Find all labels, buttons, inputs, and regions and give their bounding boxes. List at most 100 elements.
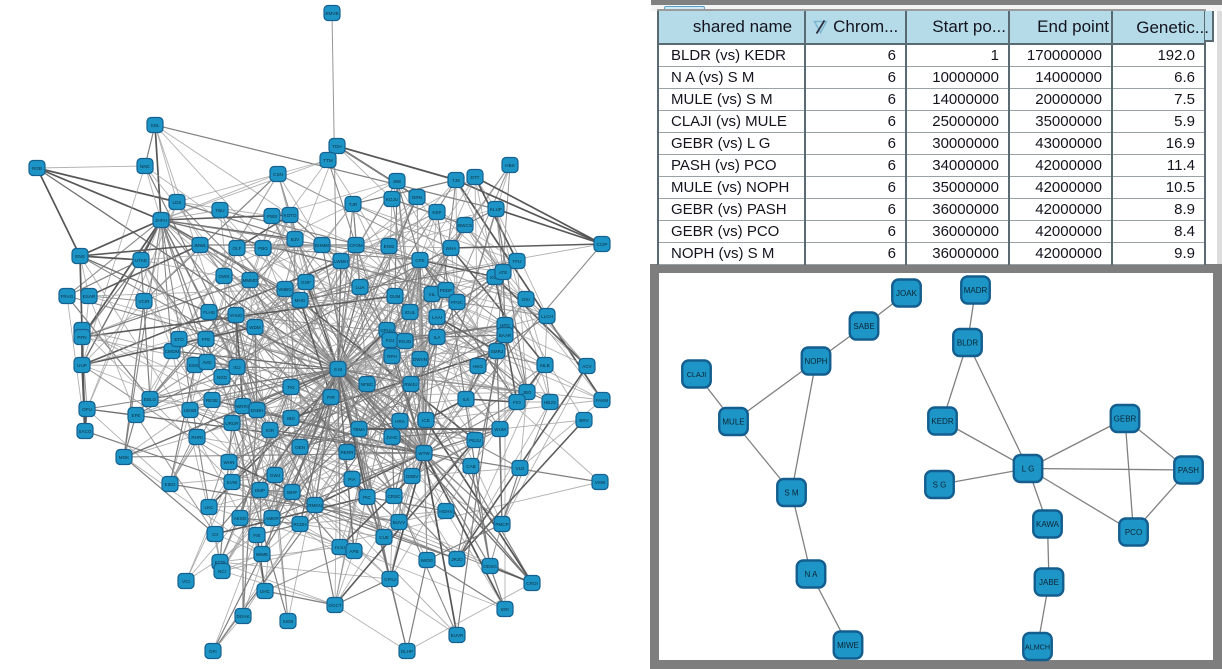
svg-text:AVD: AVD <box>202 360 212 365</box>
svg-text:APB: APB <box>349 549 358 554</box>
svg-text:NGG: NGG <box>217 375 228 380</box>
svg-text:PASH: PASH <box>1178 466 1199 475</box>
svg-text:NOPH: NOPH <box>804 357 827 366</box>
svg-text:NFBC: NFBC <box>361 382 374 387</box>
svg-text:BUVV: BUVV <box>393 520 406 525</box>
svg-text:SACO: SACO <box>78 429 91 434</box>
svg-text:BLDR: BLDR <box>957 338 979 347</box>
svg-text:CFOM: CFOM <box>349 243 363 248</box>
svg-text:MOK: MOK <box>119 455 130 460</box>
svg-text:WHF: WHF <box>287 490 298 495</box>
svg-text:FLHS: FLHS <box>203 310 215 315</box>
svg-text:LKC: LKC <box>205 505 215 510</box>
svg-text:BAAR: BAAR <box>499 333 512 338</box>
svg-text:CSN: CSN <box>273 172 283 177</box>
svg-text:CROI: CROI <box>526 581 537 586</box>
svg-text:PPJC: PPJC <box>451 300 463 305</box>
svg-text:UDSB: UDSB <box>184 408 197 413</box>
svg-text:LAAI: LAAI <box>432 315 442 320</box>
svg-text:FGJ: FGJ <box>386 338 395 343</box>
svg-text:RGJO: RGJO <box>399 339 412 344</box>
svg-text:CPAJ: CPAJ <box>384 577 395 582</box>
svg-text:ALMCH: ALMCH <box>1025 642 1050 651</box>
svg-text:ESSE: ESSE <box>189 363 201 368</box>
svg-text:WRRS: WRRS <box>236 404 250 409</box>
svg-text:TTM: TTM <box>323 158 333 163</box>
svg-text:EHMM: EHMM <box>315 243 329 248</box>
svg-text:RPH: RPH <box>387 354 397 359</box>
svg-text:LUA: LUA <box>356 285 366 290</box>
svg-text:ICE: ICE <box>422 418 430 423</box>
svg-text:HBS: HBS <box>505 163 514 168</box>
svg-text:CLAJI: CLAJI <box>687 370 707 379</box>
svg-text:WUM: WUM <box>494 427 506 432</box>
svg-text:DWVN: DWVN <box>413 357 427 362</box>
svg-text:IOR: IOR <box>266 428 275 433</box>
svg-text:RERR: RERR <box>340 450 354 455</box>
svg-text:URUR: URUR <box>225 421 239 426</box>
svg-text:RESE: RESE <box>206 398 219 403</box>
svg-text:IUEB: IUEB <box>283 619 294 624</box>
svg-text:L G: L G <box>1022 464 1035 473</box>
svg-text:KAWA: KAWA <box>1036 520 1060 529</box>
svg-text:CMOM: CMOM <box>165 349 180 354</box>
svg-text:PIA: PIA <box>348 477 356 482</box>
svg-text:LWMH: LWMH <box>334 259 348 264</box>
svg-text:HPG: HPG <box>500 323 510 328</box>
svg-text:GGCT: GGCT <box>328 603 341 608</box>
svg-text:ENS: ENS <box>75 254 84 259</box>
svg-text:ESAR: ESAR <box>83 294 96 299</box>
svg-text:S G: S G <box>933 480 947 489</box>
svg-text:EUVR: EUVR <box>451 633 464 638</box>
svg-text:EFE: EFE <box>132 413 141 418</box>
svg-text:CRSC: CRSC <box>387 494 401 499</box>
svg-text:EBLO: EBLO <box>144 397 157 402</box>
svg-text:OEN: OEN <box>295 445 305 450</box>
svg-text:TJR: TJR <box>349 202 358 207</box>
svg-text:TBMA: TBMA <box>353 427 367 432</box>
svg-text:CUE: CUE <box>379 535 389 540</box>
svg-text:JMWL: JMWL <box>193 243 206 248</box>
svg-text:JABE: JABE <box>1039 578 1059 587</box>
svg-text:PFN: PFN <box>77 335 86 340</box>
svg-text:VHUG: VHUG <box>229 313 243 318</box>
svg-text:BJV: BJV <box>291 237 300 242</box>
svg-text:IBD: IBD <box>287 416 295 421</box>
svg-text:ACV: ACV <box>582 364 592 369</box>
svg-text:NCI: NCI <box>218 569 226 574</box>
svg-text:RMKN: RMKN <box>308 503 322 508</box>
svg-text:UHC: UHC <box>260 589 271 594</box>
svg-text:VIL: VIL <box>429 292 436 297</box>
svg-text:ILA: ILA <box>434 335 442 340</box>
svg-text:PBG: PBG <box>258 246 268 251</box>
svg-text:DTT: DTT <box>471 175 480 180</box>
svg-text:ENSI: ENSI <box>384 244 395 249</box>
svg-text:SMRJ: SMRJ <box>491 349 504 354</box>
svg-text:KOTO: KOTO <box>284 213 297 218</box>
svg-text:WIME: WIME <box>256 552 269 557</box>
svg-text:OSBV: OSBV <box>406 474 420 479</box>
svg-text:VSW: VSW <box>595 480 606 485</box>
svg-text:GPUU: GPUU <box>380 328 393 333</box>
svg-text:BWCS: BWCS <box>458 223 472 228</box>
svg-text:EMVB: EMVB <box>325 11 338 16</box>
svg-text:WHA: WHA <box>446 246 458 251</box>
svg-text:KEDR: KEDR <box>931 417 953 426</box>
svg-text:FIO: FIO <box>513 400 521 405</box>
svg-text:FAKM: FAKM <box>596 398 609 403</box>
svg-text:RWJU: RWJU <box>404 382 417 387</box>
svg-text:MMMD: MMMD <box>243 278 258 283</box>
svg-text:KLUP: KLUP <box>490 207 502 212</box>
svg-text:KCIB: KCIB <box>215 560 226 565</box>
svg-text:GUM: GUM <box>390 294 401 299</box>
svg-text:EVW: EVW <box>227 480 238 485</box>
svg-text:DKI: DKI <box>522 297 530 302</box>
svg-text:DLHP: DLHP <box>401 649 413 654</box>
svg-text:MLB: MLB <box>540 363 549 368</box>
svg-text:CFE: CFE <box>415 258 424 263</box>
svg-text:KEP: KEP <box>432 210 441 215</box>
svg-text:DOAK: DOAK <box>236 614 250 619</box>
svg-text:PWS: PWS <box>267 214 277 219</box>
svg-text:HGHV: HGHV <box>439 509 453 514</box>
svg-text:N A: N A <box>805 570 819 579</box>
